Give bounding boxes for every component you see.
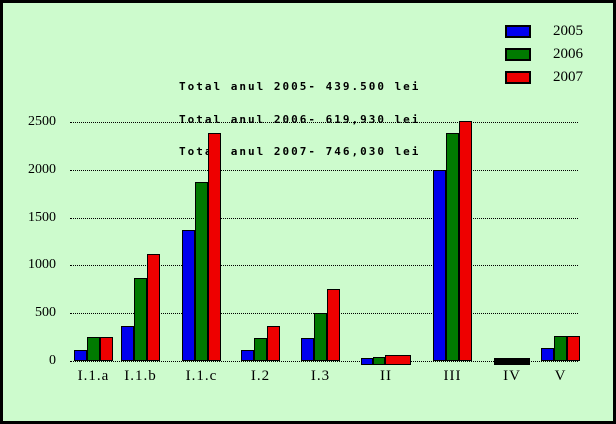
legend-swatch-2007 — [505, 71, 531, 84]
gridline-2500 — [70, 122, 578, 123]
bar-I.1.a-2007 — [100, 337, 113, 361]
bar-I.2-2005 — [241, 349, 254, 361]
x-tick-label-III: III — [443, 368, 462, 384]
bar-V-2006 — [554, 336, 567, 361]
gridline-1000 — [70, 265, 578, 267]
bar-I.1.a-2005 — [74, 349, 87, 361]
x-tick-label-V: V — [554, 368, 567, 384]
bar-I.1.c-2007 — [208, 133, 221, 361]
bar-I.3-2006 — [314, 313, 327, 361]
y-tick-label-2000: 2000 — [28, 161, 56, 177]
x-tick-label-I.1.a: I.1.a — [77, 368, 110, 384]
legend-item-2006: 2006 — [505, 47, 583, 62]
x-tick-label-II: II — [380, 368, 392, 384]
bar-I.2-2007 — [267, 325, 280, 361]
y-tick-label-1500: 1500 — [28, 209, 56, 225]
bar-I.1.b-2007 — [147, 253, 160, 361]
legend-label-2007: 2007 — [553, 69, 583, 85]
bar-III-2007 — [459, 121, 472, 361]
y-tick-label-1000: 1000 — [28, 257, 56, 273]
bar-I.1.b-2005 — [121, 325, 134, 361]
bar-V-2007 — [567, 336, 580, 361]
gridline-0 — [70, 361, 578, 362]
gridline-1500 — [70, 217, 578, 219]
x-tick-label-I.3: I.3 — [310, 368, 331, 384]
bar-III-2005 — [433, 169, 446, 361]
y-tick-label-2500: 2500 — [28, 114, 56, 129]
bar-III-2006 — [446, 133, 459, 361]
y-tick-label-0: 0 — [49, 353, 56, 368]
x-tick-label-I.2: I.2 — [250, 368, 271, 384]
x-tick-label-I.1.c: I.1.c — [185, 368, 218, 384]
flat-black-bar-IV — [494, 357, 530, 365]
legend-swatch-2006 — [505, 48, 531, 61]
gridline-2000 — [70, 169, 578, 171]
total-2007-text: Total anul 2007- 746,030 lei — [179, 144, 421, 158]
totals-annotation: Total anul 2005- 439.500 lei Total anul … — [179, 61, 420, 179]
legend-label-2005: 2005 — [553, 23, 583, 39]
x-tick-label-IV: IV — [503, 368, 521, 384]
legend-item-2005: 2005 — [505, 24, 583, 39]
legend-item-2007: 2007 — [505, 70, 583, 85]
x-tick-label-I.1.b: I.1.b — [124, 368, 157, 384]
bar-I.1.c-2005 — [182, 229, 195, 361]
bar-I.1.c-2006 — [195, 181, 208, 361]
bar-II-2005 — [361, 358, 373, 365]
legend-label-2006: 2006 — [553, 46, 583, 62]
total-2005-text: Total anul 2005- 439.500 lei — [179, 80, 421, 94]
legend-swatch-2005 — [505, 25, 531, 38]
bar-II-2006 — [373, 357, 385, 365]
y-tick-label-500: 500 — [35, 305, 56, 321]
bar-V-2005 — [541, 347, 554, 361]
bar-I.2-2006 — [254, 337, 267, 361]
bar-I.1.b-2006 — [134, 277, 147, 361]
bar-I.3-2007 — [327, 289, 340, 361]
bar-I.3-2005 — [301, 337, 314, 361]
bar-II-2007 — [385, 355, 411, 365]
bar-I.1.a-2006 — [87, 337, 100, 361]
total-2006-text: Total anul 2006- 619,930 lei — [179, 112, 421, 126]
